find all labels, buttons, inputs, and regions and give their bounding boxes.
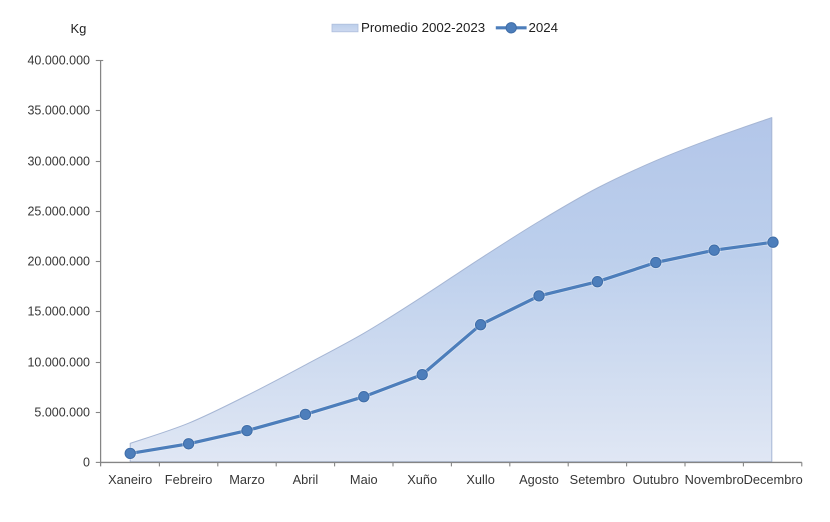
svg-text:10.000.000: 10.000.000: [27, 356, 90, 370]
svg-text:30.000.000: 30.000.000: [27, 155, 90, 169]
svg-text:Agosto: Agosto: [519, 472, 559, 487]
svg-text:15.000.000: 15.000.000: [27, 305, 90, 319]
svg-text:Febreiro: Febreiro: [165, 472, 213, 487]
svg-text:Outubro: Outubro: [633, 472, 679, 487]
svg-text:5.000.000: 5.000.000: [34, 406, 90, 420]
svg-text:Abril: Abril: [293, 472, 319, 487]
svg-text:Novembro: Novembro: [685, 472, 744, 487]
svg-text:2024: 2024: [529, 20, 559, 35]
svg-text:Xullo: Xullo: [466, 472, 494, 487]
svg-text:Decembro: Decembro: [744, 472, 803, 487]
svg-text:0: 0: [83, 456, 90, 470]
svg-text:35.000.000: 35.000.000: [27, 104, 90, 118]
svg-text:Marzo: Marzo: [229, 472, 265, 487]
svg-text:20.000.000: 20.000.000: [27, 255, 90, 269]
svg-text:Promedio 2002-2023: Promedio 2002-2023: [361, 20, 485, 35]
svg-text:Xaneiro: Xaneiro: [108, 472, 152, 487]
svg-text:40.000.000: 40.000.000: [27, 54, 90, 68]
svg-text:25.000.000: 25.000.000: [27, 205, 90, 219]
svg-text:Kg: Kg: [71, 21, 87, 36]
svg-text:Maio: Maio: [350, 472, 378, 487]
svg-text:Xuño: Xuño: [407, 472, 437, 487]
svg-text:Setembro: Setembro: [570, 472, 625, 487]
